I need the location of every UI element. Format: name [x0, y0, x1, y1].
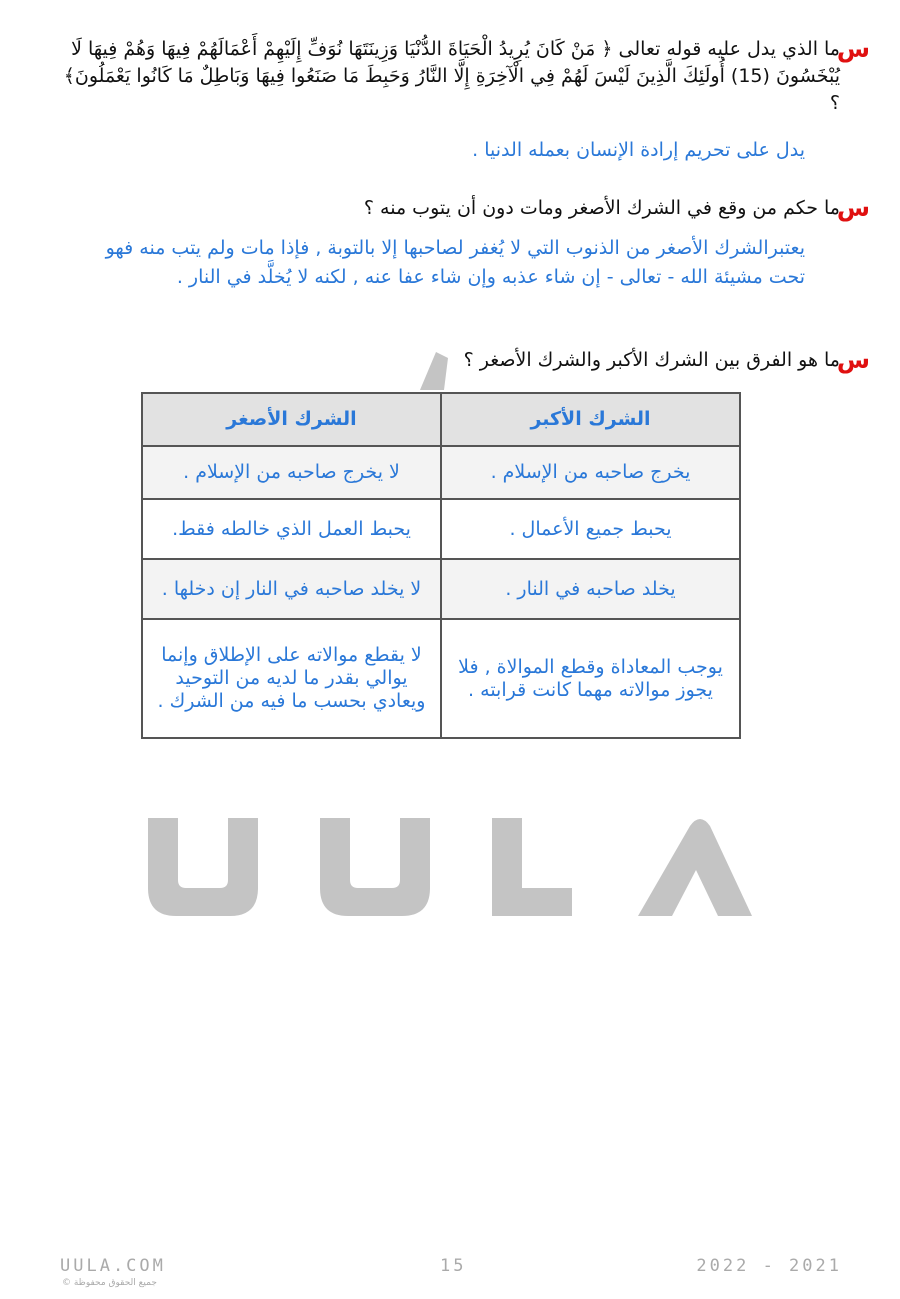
table-cell: يحبط جميع الأعمال . [440, 498, 741, 560]
question-text: ما هو الفرق بين الشرك الأكبر والشرك الأص… [463, 349, 840, 371]
table-cell: يوجب المعاداة وقطع الموالاة , فلا يجوز م… [440, 618, 741, 739]
footer-years: 2022 - 2021 [696, 1256, 842, 1276]
table-cell: يخلد صاحبه في النار . [440, 558, 741, 620]
table-row: يحبط جميع الأعمال . يحبط العمل الذي خالط… [141, 498, 741, 560]
header-major-shirk: الشرك الأكبر [440, 392, 741, 447]
question-marker: س [836, 194, 870, 222]
footer-site: UULA.COM [60, 1256, 166, 1276]
header-minor-shirk: الشرك الأصغر [141, 392, 442, 447]
table-row: يخلد صاحبه في النار . لا يخلد صاحبه في ا… [141, 558, 741, 620]
question-2: س ما حكم من وقع في الشرك الأصغر ومات دون… [55, 195, 870, 222]
table-row: يوجب المعاداة وقطع الموالاة , فلا يجوز م… [141, 618, 741, 739]
question-marker: س [836, 346, 870, 374]
page-number: 15 [440, 1256, 467, 1276]
table-cell: لا يقطع موالاته على الإطلاق وإنما يوالي … [141, 618, 442, 739]
watermark-letter-a [638, 819, 752, 916]
table-cell: يخرج صاحبه من الإسلام . [440, 445, 741, 500]
table-cell: لا يخلد صاحبه في النار إن دخلها . [141, 558, 442, 620]
table-cell: يحبط العمل الذي خالطه فقط. [141, 498, 442, 560]
watermark-slash [420, 352, 448, 390]
question-text: ما حكم من وقع في الشرك الأصغر ومات دون أ… [363, 197, 840, 219]
watermark-letter-u2 [320, 818, 430, 916]
footer-rights: جميع الحقوق محفوظة © [62, 1278, 157, 1288]
answer-2: يعتبرالشرك الأصغر من الذنوب التي لا يُغف… [105, 237, 805, 288]
answer-1: يدل على تحريم إرادة الإنسان بعمله الدنيا… [472, 139, 805, 161]
watermark-letter-u1 [148, 818, 258, 916]
table-header-row: الشرك الأكبر الشرك الأصغر [141, 392, 741, 447]
question-1: س ما الذي يدل عليه قوله تعالى ﴿ مَنْ كَا… [55, 36, 870, 117]
question-marker: س [836, 35, 870, 63]
watermark-letter-l [492, 818, 572, 916]
table-row: يخرج صاحبه من الإسلام . لا يخرج صاحبه من… [141, 445, 741, 500]
table-cell: لا يخرج صاحبه من الإسلام . [141, 445, 442, 500]
question-text: ما الذي يدل عليه قوله تعالى ﴿ مَنْ كَانَ… [63, 38, 840, 114]
question-3: س ما هو الفرق بين الشرك الأكبر والشرك ال… [55, 347, 870, 374]
comparison-table: الشرك الأكبر الشرك الأصغر يخرج صاحبه من … [141, 392, 741, 739]
